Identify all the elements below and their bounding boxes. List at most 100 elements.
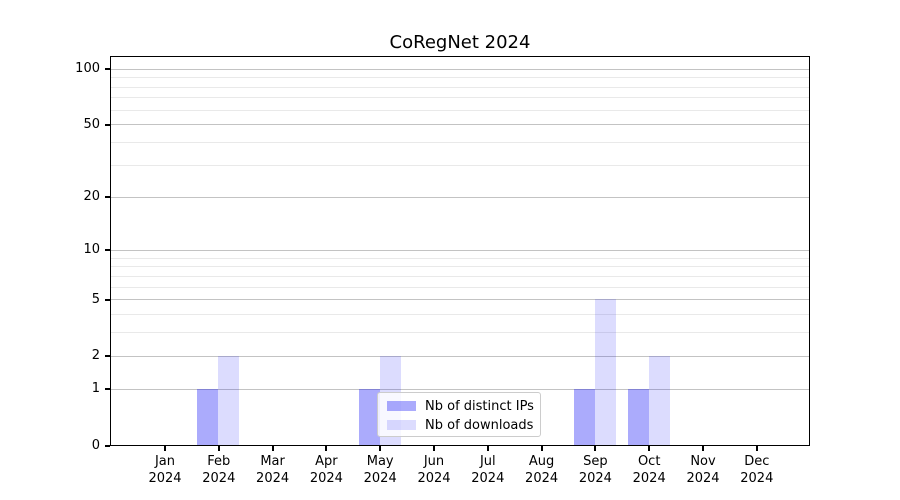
x-tick-mark [433, 446, 435, 451]
x-tick-mark [540, 446, 543, 451]
x-tick-year: 2024 [632, 471, 666, 486]
y-tick-label: 1 [91, 381, 100, 397]
y-tick-label: 2 [91, 348, 100, 364]
chart-title: CoRegNet 2024 [389, 32, 531, 53]
gridline-minor [111, 109, 809, 111]
x-tick-month: May [366, 454, 394, 469]
x-tick-month: Nov [690, 454, 716, 469]
x-tick-month: Dec [744, 454, 770, 469]
y-tick-label: 0 [91, 438, 100, 453]
x-tick-mark [648, 446, 651, 451]
gridline-major [111, 196, 809, 198]
gridline-minor [111, 165, 809, 167]
gridline-major [111, 124, 809, 126]
x-tick-year: 2024 [525, 471, 559, 486]
bar-downloads-oct [648, 355, 670, 446]
x-tick-mark [702, 446, 704, 451]
gridline-major [111, 388, 809, 390]
x-tick-mark [594, 446, 597, 451]
x-tick-mark [164, 446, 166, 451]
gridline-major [111, 249, 809, 251]
x-tick-year: 2024 [417, 471, 451, 486]
y-tick-mark [105, 249, 110, 252]
gridline-major [111, 68, 809, 70]
x-tick-label: May 2024 [338, 453, 422, 487]
x-tick-year: 2024 [202, 471, 236, 486]
x-tick-month: Jun [423, 454, 445, 469]
gridline-major [111, 355, 809, 357]
bar-distinct-ips-feb [197, 388, 219, 446]
x-tick-year: 2024 [471, 471, 505, 486]
legend-swatch-downloads [387, 420, 416, 430]
y-tick-mark [105, 388, 110, 391]
bar-downloads-sep [594, 299, 616, 446]
gridline-major [111, 299, 809, 301]
gridline-minor [111, 275, 809, 277]
x-tick-label: Mar 2024 [231, 453, 315, 487]
y-tick-label: 5 [91, 291, 100, 307]
x-tick-label: Nov 2024 [661, 453, 745, 487]
y-tick-label: 100 [75, 61, 100, 77]
plot-area [110, 56, 810, 446]
bar-distinct-ips-oct [627, 388, 649, 446]
y-tick-mark [105, 196, 110, 199]
gridline-minor [111, 314, 809, 316]
x-tick-year: 2024 [740, 471, 774, 486]
x-tick-year: 2024 [148, 471, 182, 486]
x-tick-label: Jul 2024 [446, 453, 530, 487]
x-tick-year: 2024 [256, 471, 290, 486]
y-tick-label: 50 [83, 116, 100, 132]
x-tick-mark [217, 446, 220, 451]
y-tick-label: 10 [83, 242, 100, 258]
gridline-minor [111, 257, 809, 259]
y-tick-mark [105, 298, 110, 301]
y-tick-mark [105, 355, 110, 358]
x-tick-mark [271, 446, 274, 451]
gridline-minor [111, 266, 809, 268]
x-tick-mark [486, 446, 489, 451]
x-tick-label: Dec 2024 [715, 453, 799, 487]
x-tick-label: Jun 2024 [392, 453, 476, 487]
x-tick-month: Apr [315, 454, 338, 469]
x-tick-month: Sep [583, 454, 608, 469]
gridline-minor [111, 142, 809, 144]
x-tick-year: 2024 [309, 471, 343, 486]
y-tick-mark [105, 123, 110, 126]
legend-label-downloads: Nb of downloads [425, 417, 534, 433]
x-tick-year: 2024 [363, 471, 397, 486]
x-tick-mark [379, 446, 382, 451]
x-tick-label: Jan 2024 [123, 453, 207, 487]
legend: Nb of distinct IPs Nb of downloads [377, 392, 541, 437]
x-tick-mark [755, 446, 758, 451]
gridline-minor [111, 97, 809, 99]
x-tick-label: Feb 2024 [177, 453, 261, 487]
x-tick-label: Aug 2024 [500, 453, 584, 487]
x-tick-month: Feb [207, 454, 231, 469]
x-tick-month: Jan [154, 454, 176, 469]
x-tick-label: Apr 2024 [284, 453, 368, 487]
gridline-minor [111, 77, 809, 79]
bar-distinct-ips-sep [573, 388, 595, 446]
x-tick-year: 2024 [578, 471, 612, 486]
x-tick-month: Aug [528, 454, 555, 469]
gridline-minor [111, 332, 809, 334]
legend-item-distinct-ips: Nb of distinct IPs [387, 397, 540, 415]
gridline-minor [111, 286, 809, 288]
x-tick-label: Sep 2024 [553, 453, 637, 487]
y-tick-label: 20 [83, 189, 100, 205]
x-tick-label: Oct 2024 [607, 453, 691, 487]
gridline-minor [111, 86, 809, 88]
legend-swatch-distinct-ips [387, 401, 416, 411]
y-tick-mark [105, 445, 110, 447]
legend-item-downloads: Nb of downloads [387, 416, 540, 434]
bar-distinct-ips-may [358, 388, 380, 446]
x-tick-month: Jul [479, 454, 496, 469]
bar-downloads-feb [218, 355, 240, 446]
x-tick-month: Oct [637, 454, 661, 469]
x-tick-mark [325, 446, 328, 451]
legend-label-distinct-ips: Nb of distinct IPs [425, 398, 534, 414]
y-tick-mark [105, 68, 110, 71]
x-tick-year: 2024 [686, 471, 720, 486]
x-tick-month: Mar [260, 454, 285, 469]
